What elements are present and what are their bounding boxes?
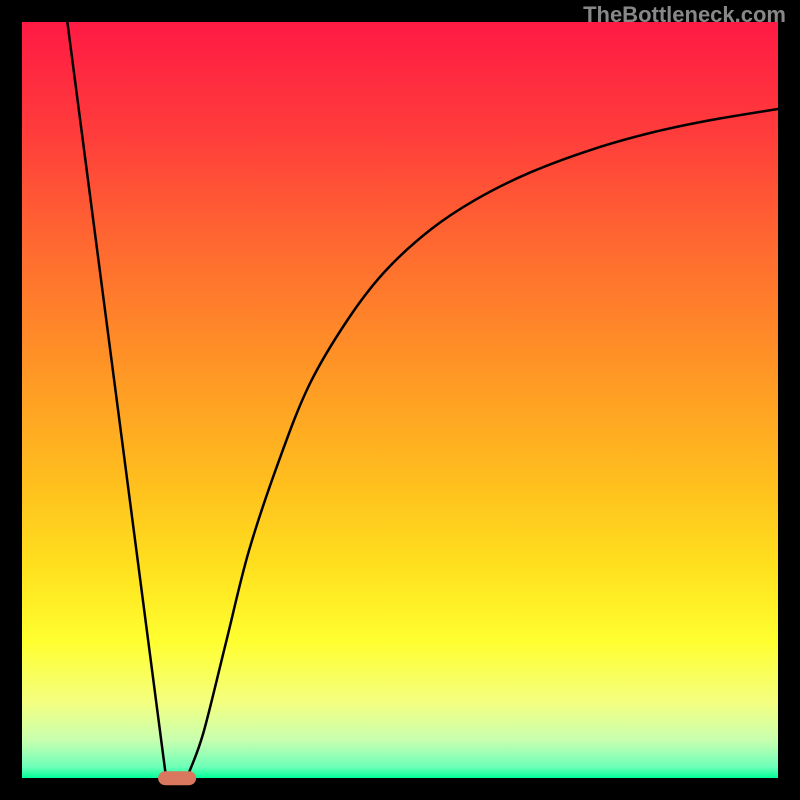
watermark-text: TheBottleneck.com (583, 2, 786, 28)
chart-minimum-marker (158, 771, 196, 785)
chart-plot-area (22, 22, 778, 778)
chart-curve (22, 22, 778, 778)
